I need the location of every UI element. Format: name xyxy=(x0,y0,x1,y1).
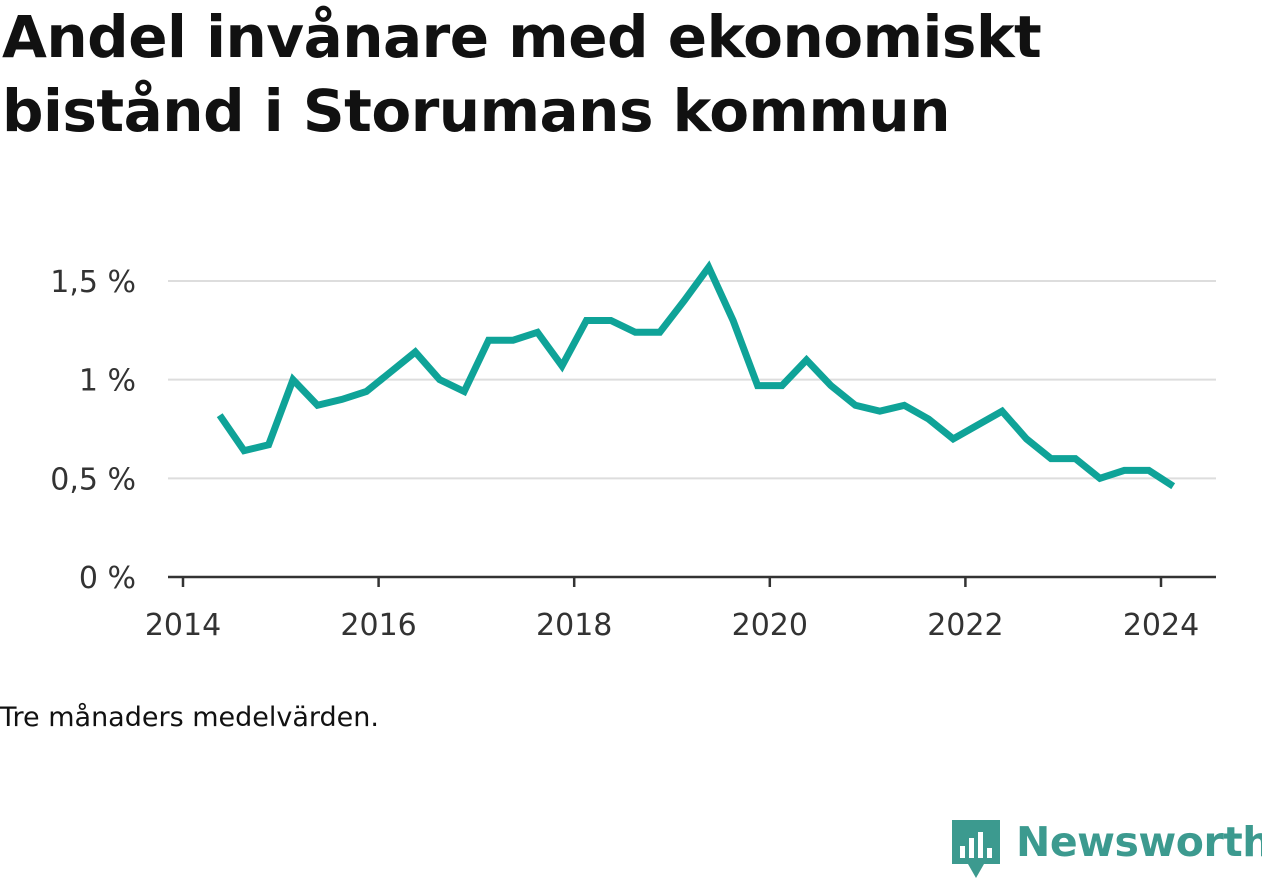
y-tick-label: 0 % xyxy=(79,561,136,596)
x-tick-label: 2024 xyxy=(1123,608,1199,643)
x-axis: 2014 2016 2018 2020 2022 2024 xyxy=(145,575,1216,643)
x-tick-label: 2016 xyxy=(340,608,416,643)
y-axis-ticks: 0 % 0,5 % 1 % 1,5 % xyxy=(50,265,136,596)
y-tick-label: 1 % xyxy=(79,364,136,399)
x-tick-label: 2014 xyxy=(145,608,221,643)
chart-speech-bubble-icon xyxy=(952,820,1000,878)
series-line xyxy=(216,260,1176,490)
brand-name: Newsworthy xyxy=(1016,818,1262,866)
x-tick-label: 2020 xyxy=(732,608,808,643)
y-tick-label: 0,5 % xyxy=(50,462,136,497)
y-tick-label: 1,5 % xyxy=(50,265,136,300)
chart-title: Andel invånare med ekonomiskt bistånd i … xyxy=(2,3,1042,145)
newsworthy-logo: Newsworthy xyxy=(950,818,1262,882)
footnote: Tre månaders medelvärden. xyxy=(0,702,379,733)
x-tick-label: 2018 xyxy=(536,608,612,643)
grid-lines xyxy=(168,280,1216,480)
series-layer xyxy=(216,260,1176,490)
x-tick-label: 2022 xyxy=(927,608,1003,643)
